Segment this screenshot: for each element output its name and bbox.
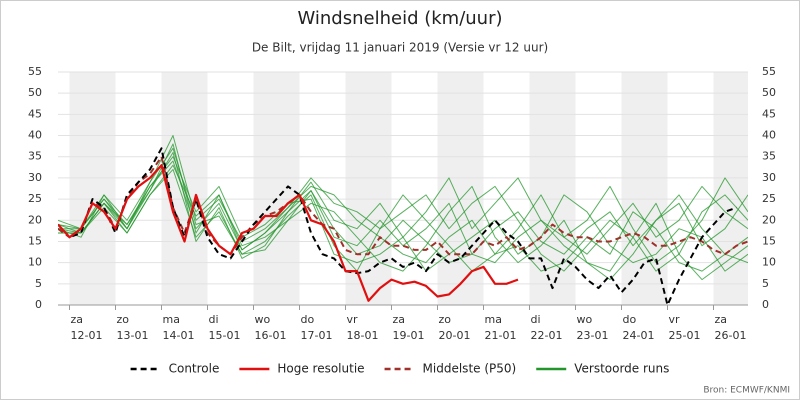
y2-tick-label: 35 [762, 150, 776, 163]
x-tick-date: 26-01 [715, 329, 747, 342]
day-shade [621, 72, 668, 305]
day-shade [529, 72, 576, 305]
y2-tick-label: 25 [762, 192, 776, 205]
chart-title: Windsnelheid (km/uur) [297, 8, 502, 29]
chart-subtitle: De Bilt, vrijdag 11 januari 2019 (Versie… [252, 41, 548, 55]
x-tick-date: 24-01 [623, 329, 655, 342]
x-tick-date: 13-01 [117, 329, 149, 342]
day-shade [69, 72, 116, 305]
x-tick-day: vr [347, 313, 359, 326]
x-tick-date: 25-01 [669, 329, 701, 342]
x-tick-date: 12-01 [71, 329, 103, 342]
legend: Controle Hoge resolutie Middelste (P50) Ver… [130, 362, 669, 376]
x-tick-date: 22-01 [531, 329, 563, 342]
y-tick-label: 40 [28, 129, 42, 142]
x-tick-day: di [531, 313, 541, 326]
x-tick-day: vr [669, 313, 681, 326]
ensemble-line [58, 135, 748, 272]
y-tick-label: 35 [28, 150, 42, 163]
y2-tick-label: 20 [762, 213, 776, 226]
x-tick-date: 21-01 [485, 329, 517, 342]
series-line [58, 164, 519, 302]
day-shade [253, 72, 300, 305]
y2-tick-label: 5 [762, 277, 769, 290]
x-tick-date: 16-01 [255, 329, 287, 342]
y-tick-label: 10 [28, 256, 42, 269]
ensemble-line [58, 164, 748, 272]
ensemble-line [58, 147, 748, 281]
x-tick-date: 17-01 [301, 329, 333, 342]
y-tick-label: 30 [28, 171, 42, 184]
x-tick-day: za [71, 313, 84, 326]
y-tick-label: 45 [28, 107, 42, 120]
y2-tick-label: 40 [762, 129, 776, 142]
x-tick-date: 15-01 [209, 329, 241, 342]
y2-tick-label: 15 [762, 234, 776, 247]
y-tick-label: 55 [28, 65, 42, 78]
x-tick-day: za [393, 313, 406, 326]
y-tick-label: 5 [35, 277, 42, 290]
x-tick-date: 14-01 [163, 329, 195, 342]
y2-tick-label: 10 [762, 256, 776, 269]
x-tick-day: di [209, 313, 219, 326]
x-tick-day: zo [439, 313, 452, 326]
x-tick-day: do [623, 313, 637, 326]
y2-tick-label: 45 [762, 107, 776, 120]
y-tick-label: 20 [28, 213, 42, 226]
x-tick-day: zo [117, 313, 130, 326]
legend-label: Middelste (P50) [423, 362, 517, 376]
ensemble-line [58, 168, 748, 272]
legend-label: Hoge resolutie [277, 362, 364, 376]
y2-tick-label: 30 [762, 171, 776, 184]
ensemble-line [58, 156, 748, 272]
x-tick-day: wo [255, 313, 271, 326]
y-tick-label: 0 [35, 298, 42, 311]
y2-tick-label: 0 [762, 298, 769, 311]
day-shade [713, 72, 748, 305]
y-tick-label: 15 [28, 234, 42, 247]
x-tick-date: 19-01 [393, 329, 425, 342]
x-tick-date: 23-01 [577, 329, 609, 342]
day-shade [437, 72, 484, 305]
x-tick-date: 18-01 [347, 329, 379, 342]
x-tick-day: do [301, 313, 315, 326]
x-tick-day: ma [485, 313, 502, 326]
x-tick-day: wo [577, 313, 593, 326]
y-tick-label: 50 [28, 86, 42, 99]
ensemble-line [58, 160, 748, 264]
y-tick-label: 25 [28, 192, 42, 205]
x-tick-day: za [715, 313, 728, 326]
source: Bron: ECMWF/KNMI [703, 386, 790, 396]
x-tick-day: ma [163, 313, 180, 326]
series-line [58, 147, 737, 306]
x-tick-date: 20-01 [439, 329, 471, 342]
y2-tick-label: 55 [762, 65, 776, 78]
legend-label: Controle [169, 362, 220, 376]
legend-label: Verstoorde runs [574, 362, 669, 376]
y2-tick-label: 50 [762, 86, 776, 99]
